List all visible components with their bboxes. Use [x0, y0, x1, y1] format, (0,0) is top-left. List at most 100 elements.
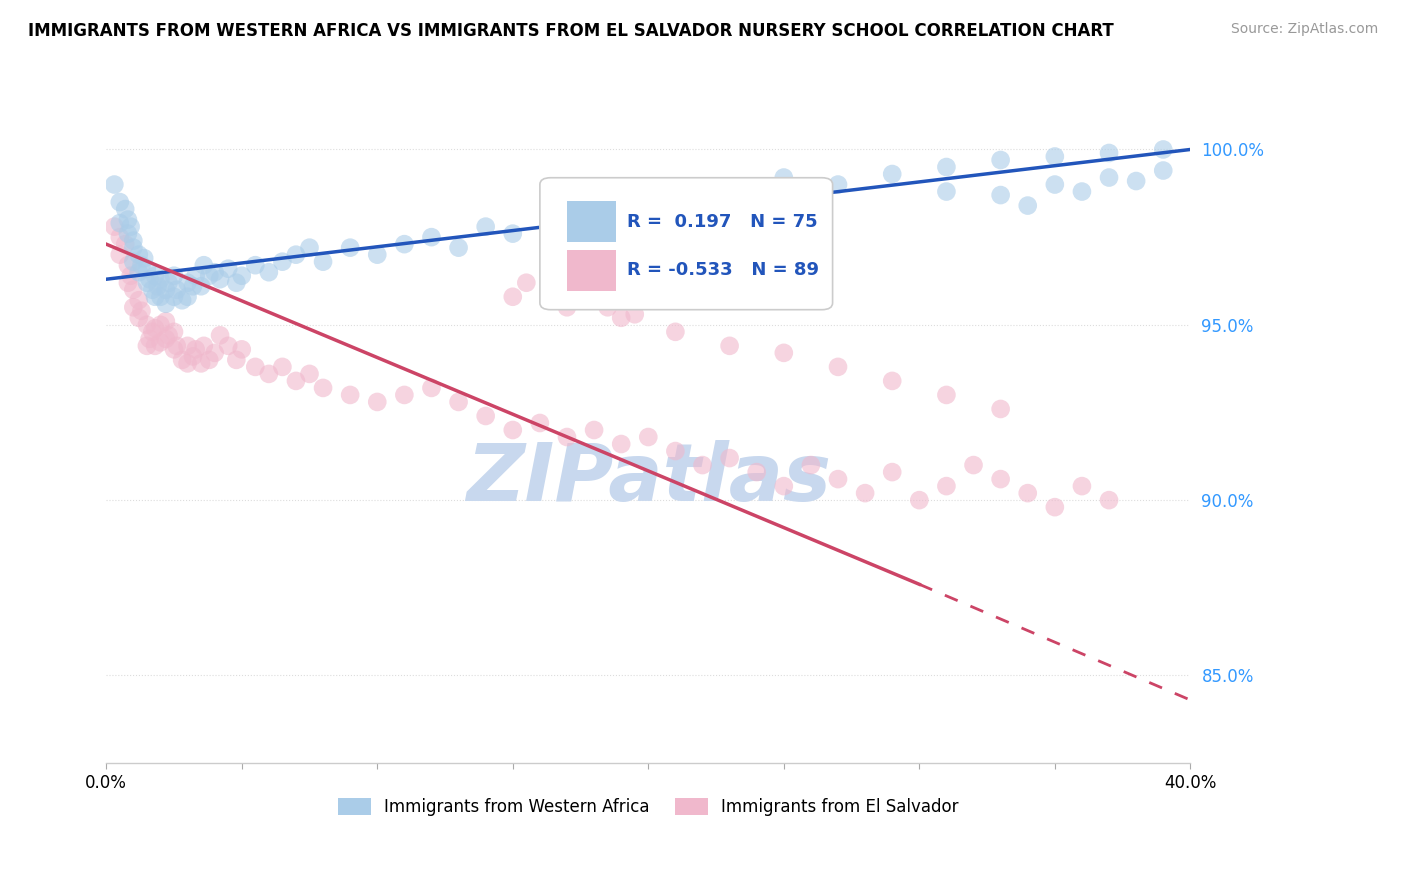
Point — [271, 359, 294, 374]
Point — [515, 276, 537, 290]
Point — [138, 272, 160, 286]
Point — [1071, 479, 1094, 493]
Point — [176, 356, 198, 370]
Point — [583, 423, 606, 437]
Point — [143, 290, 166, 304]
Point — [664, 198, 686, 212]
Point — [772, 170, 794, 185]
Point — [447, 241, 470, 255]
Point — [157, 276, 180, 290]
Point — [155, 314, 177, 328]
Point — [217, 261, 239, 276]
Point — [103, 219, 125, 234]
Point — [257, 367, 280, 381]
Point — [502, 423, 524, 437]
Point — [225, 276, 247, 290]
Point — [231, 268, 253, 283]
Point — [143, 321, 166, 335]
Point — [131, 258, 153, 272]
Point — [284, 374, 307, 388]
Point — [339, 388, 361, 402]
Point — [184, 343, 207, 357]
Point — [245, 359, 267, 374]
Point — [217, 339, 239, 353]
Point — [157, 328, 180, 343]
Point — [176, 276, 198, 290]
Point — [502, 227, 524, 241]
Point — [163, 268, 186, 283]
Point — [610, 437, 633, 451]
Point — [141, 325, 163, 339]
Point — [114, 237, 136, 252]
Point — [1125, 174, 1147, 188]
Point — [122, 241, 145, 255]
Point — [718, 451, 741, 466]
Point — [193, 258, 215, 272]
Point — [128, 265, 150, 279]
Point — [108, 248, 131, 262]
Point — [117, 227, 139, 241]
Text: ZIPatlas: ZIPatlas — [465, 440, 831, 518]
Text: R =  0.197   N = 75: R = 0.197 N = 75 — [627, 212, 817, 231]
Point — [122, 300, 145, 314]
Point — [1098, 170, 1121, 185]
Legend: Immigrants from Western Africa, Immigrants from El Salvador: Immigrants from Western Africa, Immigran… — [330, 791, 966, 822]
Point — [800, 458, 823, 472]
FancyBboxPatch shape — [540, 178, 832, 310]
Text: IMMIGRANTS FROM WESTERN AFRICA VS IMMIGRANTS FROM EL SALVADOR NURSERY SCHOOL COR: IMMIGRANTS FROM WESTERN AFRICA VS IMMIGR… — [28, 22, 1114, 40]
Point — [163, 343, 186, 357]
Point — [394, 237, 416, 252]
Point — [555, 212, 578, 227]
Point — [120, 219, 142, 234]
Point — [122, 234, 145, 248]
Point — [610, 310, 633, 325]
Point — [718, 339, 741, 353]
Point — [502, 290, 524, 304]
Point — [108, 195, 131, 210]
Point — [1017, 198, 1039, 212]
Point — [637, 430, 659, 444]
Text: R = -0.533   N = 89: R = -0.533 N = 89 — [627, 261, 818, 279]
Point — [231, 343, 253, 357]
Point — [772, 479, 794, 493]
Point — [198, 268, 221, 283]
Point — [1017, 486, 1039, 500]
Point — [134, 251, 156, 265]
Point — [1098, 493, 1121, 508]
Point — [420, 381, 443, 395]
Point — [143, 268, 166, 283]
Point — [664, 444, 686, 458]
Point — [935, 185, 957, 199]
Point — [122, 254, 145, 268]
Point — [184, 268, 207, 283]
Point — [155, 297, 177, 311]
Point — [271, 254, 294, 268]
Point — [128, 248, 150, 262]
Point — [1152, 143, 1174, 157]
Point — [117, 212, 139, 227]
Point — [596, 300, 619, 314]
Point — [128, 293, 150, 308]
Point — [181, 350, 204, 364]
Point — [935, 160, 957, 174]
Point — [990, 153, 1012, 167]
Point — [138, 332, 160, 346]
Point — [103, 178, 125, 192]
Point — [149, 318, 172, 332]
Point — [245, 258, 267, 272]
Point — [935, 388, 957, 402]
Point — [882, 167, 904, 181]
Point — [146, 279, 169, 293]
Point — [172, 352, 194, 367]
Point — [198, 352, 221, 367]
Point — [543, 283, 565, 297]
Point — [155, 283, 177, 297]
Point — [209, 272, 232, 286]
Point — [908, 493, 931, 508]
Point — [366, 395, 388, 409]
Point — [312, 254, 335, 268]
FancyBboxPatch shape — [567, 250, 616, 291]
Point — [176, 339, 198, 353]
Point — [623, 307, 645, 321]
Point — [990, 401, 1012, 416]
